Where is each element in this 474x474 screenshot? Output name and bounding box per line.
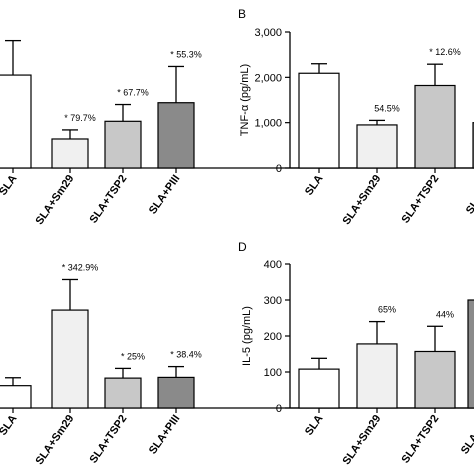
y-tick-label: 1,000 bbox=[254, 118, 282, 130]
y-axis-title: IL-5 (pg/mL) bbox=[241, 306, 253, 366]
x-category-label: SLA+PIII bbox=[147, 413, 183, 457]
x-category-label: SLA+TSP2 bbox=[88, 413, 130, 466]
data-label: * 342.9% bbox=[62, 262, 99, 272]
y-axis-title: TNF-α (pg/mL) bbox=[239, 64, 251, 136]
x-category-label: SLA bbox=[303, 173, 325, 198]
data-label: 44% bbox=[436, 309, 454, 319]
y-tick-label: 400 bbox=[264, 259, 282, 271]
data-label: * 55.3% bbox=[170, 49, 202, 59]
data-label: 65% bbox=[378, 305, 396, 315]
x-category-label: SLA+PIII bbox=[147, 173, 183, 217]
y-tick-label: 100 bbox=[264, 367, 282, 379]
y-tick-label: 0 bbox=[276, 163, 282, 175]
data-label: * 25% bbox=[121, 351, 145, 361]
bar-sla-tsp2 bbox=[104, 120, 142, 169]
data-label: 54.5% bbox=[374, 103, 400, 113]
y-tick-label: 3,000 bbox=[254, 27, 282, 39]
bar-sla-sm29 bbox=[356, 124, 398, 169]
data-label: * 38.4% bbox=[170, 350, 202, 360]
bar-sla bbox=[0, 74, 32, 169]
bar-sla-sm29 bbox=[51, 138, 89, 169]
data-label: * 12.6% bbox=[429, 47, 461, 57]
y-tick-label: 2,000 bbox=[254, 72, 282, 84]
y-tick-label: 300 bbox=[264, 295, 282, 307]
bar-sla-piii bbox=[467, 299, 474, 409]
x-category-label: SLA+PIII bbox=[464, 173, 474, 217]
data-label: * 67.7% bbox=[117, 88, 149, 98]
bar-sla-piii bbox=[157, 376, 195, 409]
x-category-label: SLA bbox=[303, 413, 325, 438]
x-category-label: SLA+TSP2 bbox=[400, 173, 442, 226]
panel-letter: B bbox=[238, 7, 246, 21]
bar-sla-piii bbox=[157, 102, 195, 169]
x-category-label: SLA bbox=[0, 413, 19, 438]
y-tick-label: 0 bbox=[276, 403, 282, 415]
data-label: * 79.7% bbox=[64, 113, 96, 123]
bar-sla bbox=[298, 72, 340, 169]
x-category-label: SLA+Sm29 bbox=[340, 413, 383, 467]
bar-sla-tsp2 bbox=[414, 84, 456, 169]
x-category-label: SLA+Sm29 bbox=[340, 173, 383, 227]
x-category-label: SLA bbox=[0, 173, 19, 198]
bar-sla-sm29 bbox=[356, 343, 398, 409]
panel-c: SLA * 342.9% SLA+Sm29 * 25% SLA+TSP2 * 38.4% S… bbox=[0, 262, 474, 467]
x-category-label: SLA+TSP2 bbox=[88, 173, 130, 226]
y-tick-label: 200 bbox=[264, 331, 282, 343]
x-category-label: SLA+PIII bbox=[459, 413, 474, 457]
panel-d: D 0 100 200 300 400 IL-5 (pg/mL) SLA 65% SLA+Sm29… bbox=[238, 240, 474, 467]
bar-sla-sm29 bbox=[51, 309, 89, 409]
bar-sla bbox=[298, 368, 340, 409]
x-category-label: SLA+Sm29 bbox=[33, 413, 76, 467]
bar-sla-tsp2 bbox=[414, 350, 456, 409]
panel-letter: D bbox=[238, 240, 247, 254]
panel-a: SLA * 79.7% SLA+Sm29 * 67.7% SLA+TSP2 * 55.3%… bbox=[0, 39, 474, 227]
bar-sla bbox=[0, 385, 32, 409]
panel-b: B 0 1,000 2,000 3,000 TNF-α (pg/mL) SLA 54.5% SL… bbox=[238, 7, 474, 227]
x-category-label: SLA+TSP2 bbox=[400, 413, 442, 466]
x-category-label: SLA+Sm29 bbox=[33, 173, 76, 227]
bar-sla-tsp2 bbox=[104, 377, 142, 409]
